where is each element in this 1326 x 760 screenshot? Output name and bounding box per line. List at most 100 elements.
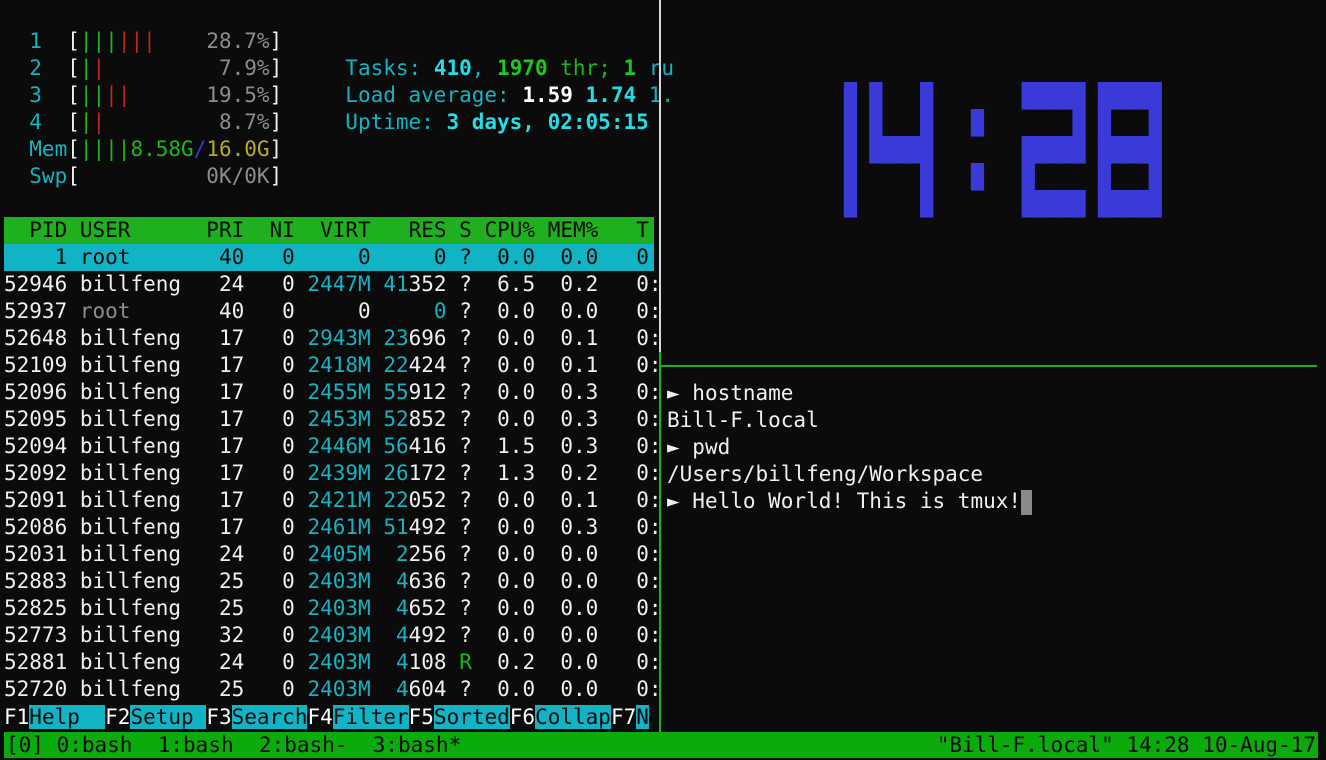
clock-segment <box>1059 190 1073 218</box>
cpu-percent: 0.0 <box>471 542 536 566</box>
process-row[interactable]: 1 root 40 0 0 0 ? 0.0 0.0 0: <box>4 244 662 271</box>
process-row[interactable]: 52648 billfeng 17 0 2943M 23696 ? 0.0 0.… <box>4 325 662 352</box>
process-row[interactable]: 52086 billfeng 17 0 2461M 51492 ? 0.0 0.… <box>4 514 662 541</box>
window-tab-3[interactable]: 3:bash* <box>372 733 462 757</box>
process-row[interactable]: 52883 billfeng 25 0 2403M 4636 ? 0.0 0.0… <box>4 568 662 595</box>
column-res[interactable]: RES <box>370 218 447 242</box>
output-text: /Users/billfeng/Workspace <box>667 462 984 486</box>
process-row[interactable]: 52096 billfeng 17 0 2455M 55912 ? 0.0 0.… <box>4 379 662 406</box>
window-tab-1[interactable]: 1:bash <box>157 733 234 757</box>
cpu-bar-system: || <box>105 83 131 107</box>
tasks-label: Tasks: <box>345 56 434 80</box>
cpu-bar-user: ||| <box>79 29 118 53</box>
process-row[interactable]: 52720 billfeng 25 0 2403M 4604 ? 0.0 0.0… <box>4 676 662 703</box>
mem-percent: 0.0 <box>535 542 599 566</box>
pid: 52095 <box>4 407 68 431</box>
sep <box>44 733 57 757</box>
function-key-f6[interactable]: F6Collap <box>510 705 611 729</box>
load-average-meter: Load average: 1.59 1.74 1. <box>320 55 674 107</box>
clock-segment <box>907 136 921 164</box>
process-row[interactable]: 52937 root 40 0 0 0 ? 0.0 0.0 0: <box>4 298 662 325</box>
process-row[interactable]: 52091 billfeng 17 0 2421M 22052 ? 0.0 0.… <box>4 487 662 514</box>
time: 0: <box>598 650 662 674</box>
function-key-f3[interactable]: F3Search <box>206 705 308 729</box>
process-row[interactable]: 52825 billfeng 25 0 2403M 4652 ? 0.0 0.0… <box>4 595 662 622</box>
nice: 0 <box>244 650 295 674</box>
clock-segment <box>1034 82 1048 110</box>
function-key-f4[interactable]: F4Filter <box>307 705 409 729</box>
mem-used: 8.58G <box>130 137 194 161</box>
clock-segment <box>920 136 934 164</box>
column-cpu[interactable]: CPU% <box>471 218 536 242</box>
pane-divider-vertical-active[interactable] <box>659 352 661 732</box>
sep <box>371 677 384 701</box>
cpu-bar-user: || <box>79 83 106 107</box>
threads-count: 1970 <box>497 56 548 80</box>
pane-divider-vertical[interactable] <box>659 0 661 352</box>
clock-segment <box>1148 136 1162 164</box>
column-time[interactable]: T <box>598 218 649 242</box>
process-row[interactable]: 52094 billfeng 17 0 2446M 56416 ? 1.5 0.… <box>4 433 662 460</box>
pane-divider-horizontal[interactable] <box>661 365 1317 367</box>
virt: 2447M <box>294 272 371 296</box>
priority: 25 <box>193 596 245 620</box>
process-row[interactable]: 52946 billfeng 24 0 2447M 41352 ? 6.5 0.… <box>4 271 662 298</box>
pid: 52881 <box>4 650 68 674</box>
sep <box>67 461 80 485</box>
clock-segment <box>843 163 858 191</box>
res-high: 0 <box>383 299 447 323</box>
column-state[interactable]: S <box>446 218 472 242</box>
terminal-cursor[interactable] <box>1021 489 1033 515</box>
state: ? <box>446 434 472 458</box>
window-tab-2[interactable]: 2:bash- <box>258 733 348 757</box>
res-low: 492 <box>408 623 447 647</box>
function-key-f1[interactable]: F1Help <box>4 705 106 729</box>
function-key-f7[interactable]: F7N <box>611 705 649 729</box>
column-virt[interactable]: VIRT <box>294 218 371 242</box>
process-table-header[interactable]: PID USER PRI NI VIRT RES S CPU% MEM% T <box>4 217 654 244</box>
user: billfeng <box>79 542 194 566</box>
mem-percent: 0.1 <box>535 353 599 377</box>
clock-segment <box>1021 136 1035 164</box>
process-row[interactable]: 52773 billfeng 32 0 2403M 4492 ? 0.0 0.0… <box>4 622 662 649</box>
window-tab-0[interactable]: 0:bash <box>56 733 133 757</box>
process-row[interactable]: 52095 billfeng 17 0 2453M 52852 ? 0.0 0.… <box>4 406 662 433</box>
mem-label: Mem <box>4 137 68 161</box>
time: 0: <box>598 596 662 620</box>
column-mem[interactable]: MEM% <box>535 218 599 242</box>
process-row[interactable]: 52881 billfeng 24 0 2403M 4108 R 0.2 0.0… <box>4 649 662 676</box>
user: billfeng <box>79 380 194 404</box>
column-ni[interactable]: NI <box>244 218 295 242</box>
function-key-f2[interactable]: F2Setup <box>105 705 207 729</box>
sep <box>371 623 384 647</box>
cpu-percent: 0.0 <box>471 596 536 620</box>
command-text: hostname <box>692 381 794 405</box>
function-key-label: Filter <box>332 705 409 729</box>
function-key-f5[interactable]: F5Sorted <box>409 705 510 729</box>
nice: 0 <box>244 407 295 431</box>
column-pid[interactable]: PID <box>4 218 68 242</box>
nice: 0 <box>244 677 295 701</box>
cpu-percent: 0.0 <box>471 353 536 377</box>
column-user[interactable]: USER <box>67 218 194 242</box>
load-5: 1.74 <box>585 83 637 107</box>
shell-output-line: Bill-F.local <box>667 407 819 434</box>
pid: 52092 <box>4 461 68 485</box>
cpu-percent: 1.5 <box>471 434 536 458</box>
clock-segment <box>920 109 934 137</box>
clock-segment <box>1072 190 1086 218</box>
process-row[interactable]: 52092 billfeng 17 0 2439M 26172 ? 1.3 0.… <box>4 460 662 487</box>
sep <box>371 515 384 539</box>
clock-segment <box>1021 190 1035 218</box>
time: 0: <box>598 515 662 539</box>
memory-meter: Mem[||||8.58G/16.0G] <box>4 136 282 163</box>
pid: 52109 <box>4 353 68 377</box>
process-row[interactable]: 52031 billfeng 24 0 2405M 2256 ? 0.0 0.0… <box>4 541 662 568</box>
process-row[interactable]: 52109 billfeng 17 0 2418M 22424 ? 0.0 0.… <box>4 352 662 379</box>
sep <box>67 596 80 620</box>
user: billfeng <box>79 326 194 350</box>
cpu-label: 2 <box>4 56 68 80</box>
column-pri[interactable]: PRI <box>193 218 245 242</box>
clock-segment <box>869 82 883 110</box>
meter-bracket: [ <box>67 164 80 188</box>
